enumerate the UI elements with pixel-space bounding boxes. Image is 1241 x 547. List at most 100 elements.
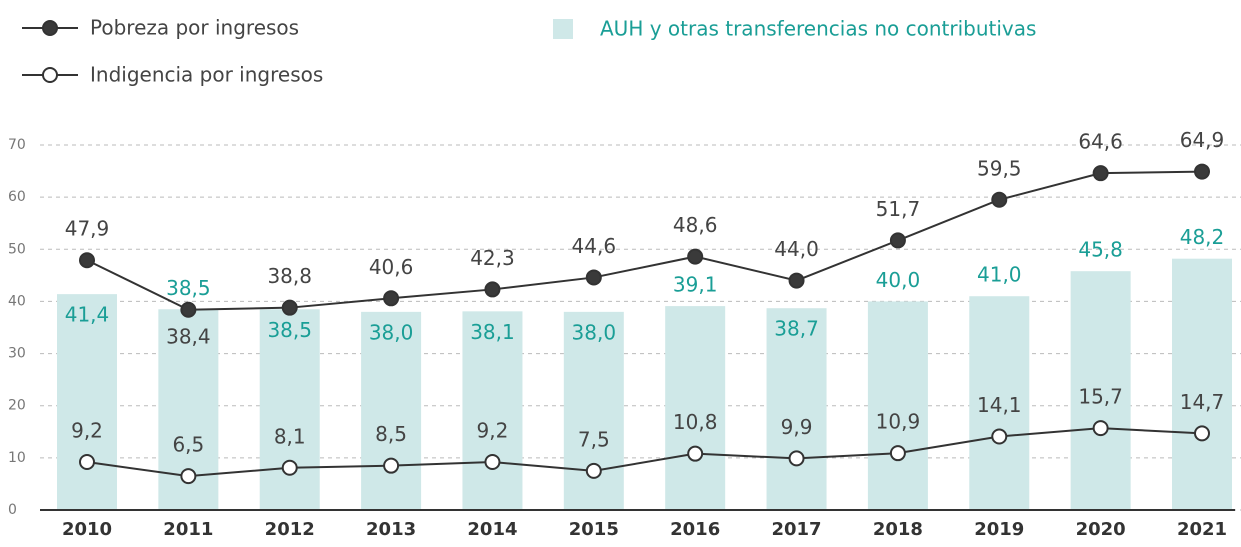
bar: [665, 306, 726, 510]
x-tick-label: 2020: [1076, 519, 1126, 540]
x-tick-label: 2015: [569, 519, 619, 540]
x-tick-label: 2011: [163, 519, 213, 540]
bar-label: 38,0: [369, 320, 414, 344]
x-tick-label: 2014: [467, 519, 517, 540]
bar-label: 48,2: [1180, 225, 1225, 249]
line-label: 42,3: [470, 246, 515, 270]
line-label: 14,1: [977, 393, 1022, 417]
x-tick-label: 2019: [974, 519, 1024, 540]
line-label: 64,6: [1078, 130, 1123, 154]
y-tick-label: 40: [8, 293, 26, 309]
marker: [1194, 163, 1210, 180]
marker: [687, 248, 704, 265]
x-tick-label: 2016: [670, 519, 720, 540]
line-label: 6,5: [172, 433, 204, 457]
x-tick-label: 2017: [771, 519, 821, 540]
y-tick-label: 10: [8, 450, 26, 466]
y-tick-label: 60: [8, 189, 26, 205]
bar-label: 41,0: [977, 263, 1022, 287]
legend-label: Pobreza por ingresos: [90, 16, 299, 40]
bar: [361, 311, 422, 510]
bar: [57, 294, 117, 510]
bar: [1172, 258, 1232, 510]
marker: [79, 454, 95, 471]
bar: [969, 296, 1030, 510]
marker: [585, 269, 602, 286]
line-label: 38,4: [166, 324, 211, 348]
legend-label: Indigencia por ingresos: [90, 63, 323, 87]
marker: [687, 445, 704, 462]
y-tick-label: 50: [8, 241, 26, 257]
marker: [788, 450, 805, 467]
bar-label: 38,7: [774, 317, 819, 341]
legend-label: AUH y otras transferencias no contributi…: [600, 17, 1036, 41]
marker: [788, 272, 805, 289]
bar-label: 41,4: [65, 303, 110, 327]
bar: [259, 309, 320, 510]
line-label: 64,9: [1180, 128, 1225, 152]
marker: [281, 459, 298, 476]
marker: [991, 428, 1008, 445]
y-tick-label: 30: [8, 346, 26, 362]
marker: [1092, 165, 1109, 182]
line-label: 15,7: [1078, 385, 1123, 409]
bar-label: 38,5: [166, 276, 211, 300]
marker: [991, 191, 1008, 208]
marker: [281, 299, 298, 316]
line-label: 51,7: [876, 197, 921, 221]
line-label: 8,1: [274, 424, 306, 448]
legend-marker: [42, 67, 58, 83]
bar: [766, 308, 827, 510]
line-label: 14,7: [1180, 390, 1225, 414]
y-tick-label: 0: [8, 502, 17, 518]
bar-label: 38,5: [267, 318, 312, 342]
x-tick-label: 2018: [873, 519, 923, 540]
y-tick-label: 70: [8, 137, 26, 153]
bar-label: 38,0: [572, 320, 617, 344]
legend-marker: [42, 20, 58, 36]
line-label: 38,8: [267, 264, 312, 288]
line-label: 7,5: [578, 427, 610, 451]
line-label: 10,8: [673, 410, 718, 434]
legend: Pobreza por ingresos Indigencia por ingr…: [22, 16, 1036, 87]
marker: [1092, 420, 1109, 437]
line-label: 40,6: [369, 255, 414, 279]
y-tick-label: 20: [8, 398, 26, 414]
marker: [585, 462, 602, 479]
marker: [889, 232, 906, 249]
bar-label: 45,8: [1078, 238, 1123, 262]
marker: [484, 281, 501, 298]
line-label: 44,0: [774, 237, 819, 261]
marker: [79, 252, 95, 269]
marker: [889, 445, 906, 462]
marker: [180, 468, 197, 485]
bar-label: 40,0: [876, 268, 921, 292]
x-tick-label: 2012: [265, 519, 315, 540]
line-label: 9,2: [71, 419, 103, 443]
line-label: 47,9: [65, 217, 110, 241]
bar: [1070, 271, 1131, 510]
legend-swatch: [553, 19, 573, 39]
x-tick-label: 2010: [62, 519, 112, 540]
line-label: 9,9: [781, 415, 813, 439]
bar-label: 39,1: [673, 273, 718, 297]
x-tick-label: 2021: [1177, 519, 1227, 540]
line-label: 9,2: [477, 419, 509, 443]
line: [86, 427, 1203, 478]
line-label: 44,6: [572, 234, 617, 258]
bar: [867, 301, 928, 510]
line-label: 48,6: [673, 213, 718, 237]
marker: [180, 301, 197, 318]
marker: [484, 454, 501, 471]
line-label: 10,9: [876, 410, 921, 434]
marker: [1194, 425, 1210, 442]
line-label: 59,5: [977, 156, 1022, 180]
marker: [383, 290, 400, 307]
bar-label: 38,1: [470, 320, 515, 344]
bar: [462, 311, 523, 510]
marker: [383, 457, 400, 474]
x-tick-label: 2013: [366, 519, 416, 540]
line: [86, 170, 1203, 311]
line-label: 8,5: [375, 422, 407, 446]
